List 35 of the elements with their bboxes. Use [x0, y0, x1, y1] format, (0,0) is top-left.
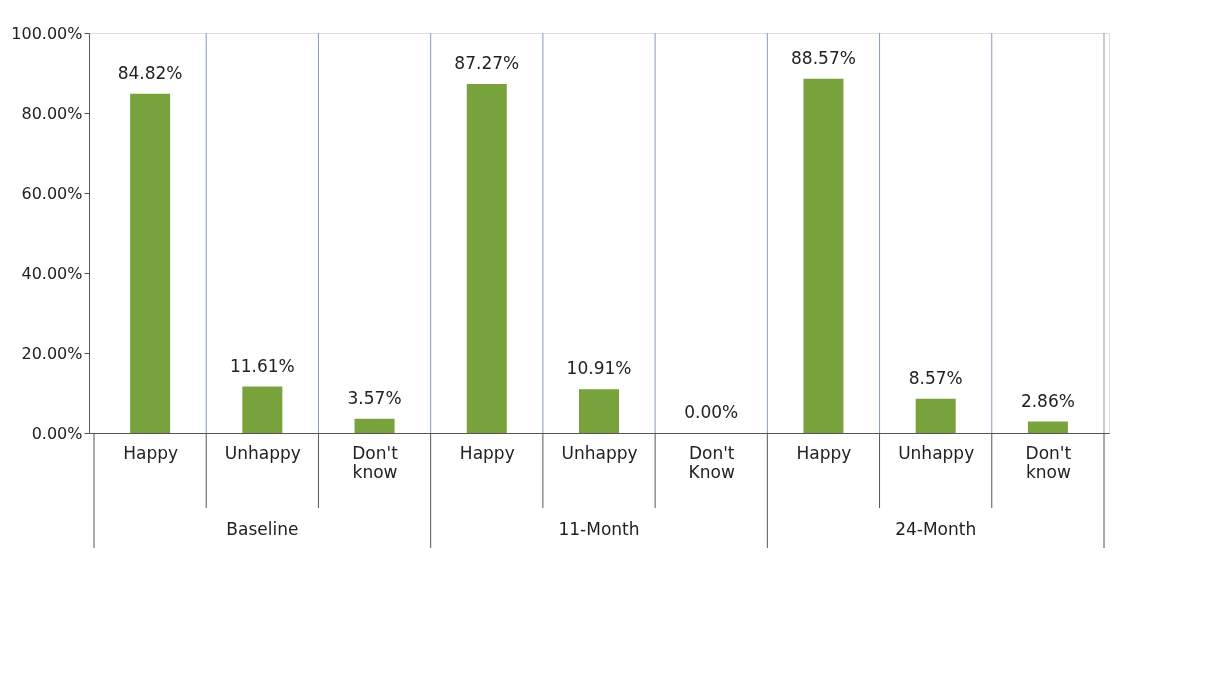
x-tick-label: Don't Know: [688, 442, 735, 482]
data-label: 2.86%: [1020, 390, 1075, 411]
bar: [579, 389, 619, 433]
x-tick-label: Don't know: [1025, 442, 1072, 482]
y-tick-label: 100.00%: [11, 23, 83, 43]
bar: [354, 418, 395, 433]
y-tick-label: 0.00%: [31, 423, 83, 443]
data-label: 88.57%: [791, 47, 856, 68]
data-label: 11.61%: [229, 355, 295, 376]
x-tick-label: Unhappy: [224, 442, 301, 463]
data-label: 84.82%: [117, 62, 183, 83]
y-tick-label: 80.00%: [21, 103, 83, 123]
bar: [130, 93, 171, 433]
y-tick-label: 60.00%: [21, 183, 83, 203]
text: 11-Month: [558, 519, 640, 539]
bar: [915, 398, 956, 433]
data-label: 3.57%: [347, 387, 402, 408]
y-tick-label: 40.00%: [21, 263, 83, 283]
bar: [803, 78, 844, 433]
data-label: 10.91%: [566, 358, 632, 379]
bar: [1027, 421, 1068, 433]
x-tick-label: Happy: [796, 442, 852, 463]
data-label: 0.00%: [684, 402, 739, 422]
data-label: 8.57%: [908, 367, 963, 388]
x-tick-label: Unhappy: [898, 442, 975, 463]
data-label: 87.27%: [454, 52, 520, 73]
bar: [466, 83, 507, 433]
text: Baseline: [226, 519, 299, 539]
bar: [242, 386, 283, 433]
text: 24-Month: [895, 519, 977, 539]
x-tick-label: Happy: [123, 442, 179, 463]
x-tick-label: Don't know: [352, 442, 399, 482]
x-tick-label: Happy: [459, 442, 515, 463]
x-tick-label: Unhappy: [561, 442, 638, 463]
y-tick-label: 20.00%: [21, 343, 83, 363]
